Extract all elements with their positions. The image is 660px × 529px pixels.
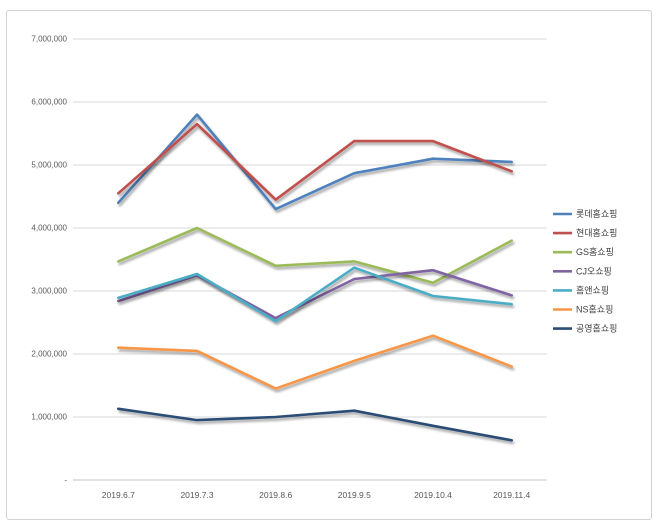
series-line-6 [117,407,514,442]
y-tick-label: 2,000,000 [31,350,67,359]
legend-item-label: 현대홈쇼핑 [576,227,617,238]
y-tick-label: - [64,476,67,485]
legend-item: 공영홈쇼핑 [553,323,617,334]
legend-item: GS홈쇼핑 [553,246,614,257]
series-line-4 [117,266,514,323]
y-tick-label: 1,000,000 [31,413,67,422]
legend-item-label: 홈앤쇼핑 [576,284,609,295]
x-tick-label: 2019.8.6 [259,490,292,500]
x-axis-tick-labels: 2019.6.7 2019.7.3 2019.8.6 2019.9.5 2019.10.… [102,490,531,500]
series-line-0 [117,113,514,211]
y-tick-label: 4,000,000 [31,224,67,233]
series-lines [117,113,514,442]
series-line-2 [117,226,514,285]
y-axis-tick-labels: 7,000,000 6,000,000 5,000,000 4,000,000 3,00… [31,35,67,485]
legend-item: NS홈쇼핑 [553,304,613,315]
line-chart: 7,000,000 6,000,000 5,000,000 4,000,000 3,00… [31,35,617,501]
series-line-5 [117,334,514,390]
chart-border-frame: 7,000,000 6,000,000 5,000,000 4,000,000 3,00… [6,10,652,520]
y-tick-label: 7,000,000 [31,35,67,44]
legend-item-label: 공영홈쇼핑 [576,323,617,334]
legend-item: 롯데홈쇼핑 [553,208,617,219]
legend-item: 현대홈쇼핑 [553,227,617,238]
legend-item-label: 롯데홈쇼핑 [576,208,617,219]
legend-item-label: GS홈쇼핑 [576,246,614,257]
x-tick-label: 2019.7.3 [180,490,213,500]
series-line-3 [117,268,514,320]
legend-item-label: NS홈쇼핑 [576,304,613,315]
x-tick-label: 2019.11.4 [493,490,530,500]
y-tick-label: 3,000,000 [31,287,67,296]
series-line-1 [117,122,514,201]
y-tick-label: 6,000,000 [31,98,67,107]
legend-item: 홈앤쇼핑 [553,284,609,295]
x-tick-label: 2019.10.4 [414,490,452,500]
x-tick-label: 2019.9.5 [338,490,371,500]
legend-item-label: CJ오쇼핑 [576,266,612,276]
x-tick-label: 2019.6.7 [102,490,135,500]
y-tick-label: 5,000,000 [31,161,67,170]
legend-item: CJ오쇼핑 [553,266,612,276]
